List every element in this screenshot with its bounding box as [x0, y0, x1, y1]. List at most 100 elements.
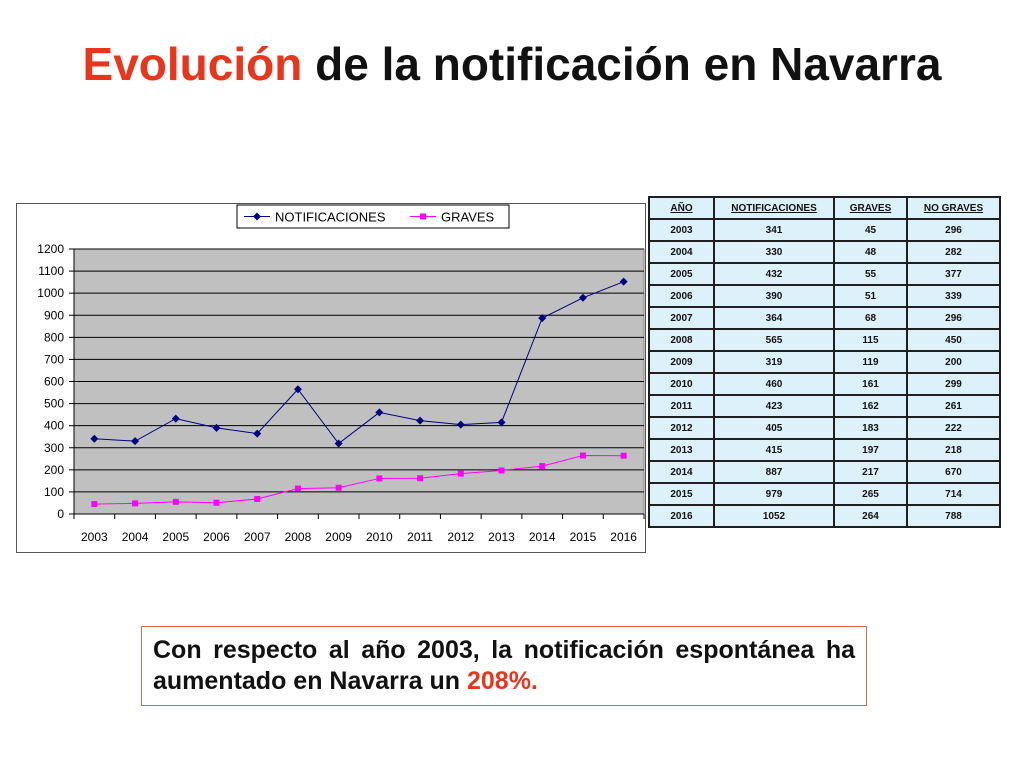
data-table: AÑO NOTIFICACIONES GRAVES NO GRAVES 2003…: [648, 196, 1001, 528]
data-point: [132, 500, 139, 507]
table-cell: 222: [908, 418, 999, 438]
note-value: 208%.: [466, 667, 538, 695]
table-cell: 364: [715, 308, 833, 328]
table-cell: 670: [908, 462, 999, 482]
data-point: [335, 484, 342, 491]
table-row: 2015 979 265 714: [650, 484, 999, 504]
data-point: [497, 418, 506, 427]
y-tick-label: 1200: [37, 242, 64, 256]
table-row: 2016 1052 264 788: [650, 506, 999, 526]
table-cell: 887: [715, 462, 833, 482]
data-point: [456, 420, 465, 429]
y-tick-label: 0: [57, 507, 64, 521]
table-cell: 2015: [650, 484, 713, 504]
table-cell: 2006: [650, 286, 713, 306]
data-point: [539, 463, 546, 470]
table-cell: 68: [835, 308, 906, 328]
legend: [236, 204, 510, 229]
data-point: [578, 293, 587, 302]
data-point: [213, 499, 220, 506]
y-tick-label: 500: [44, 397, 64, 411]
legend-marker: [253, 212, 261, 221]
x-tick-label: 2003: [81, 530, 108, 544]
note-text: Con respecto al año 2003, la notificació…: [153, 636, 855, 695]
table-row: 2005 432 55 377: [650, 264, 999, 284]
header-graves: GRAVES: [835, 198, 906, 218]
table-row: 2013 415 197 218: [650, 440, 999, 460]
series-line-graves: [94, 454, 624, 505]
table-row: 2006 390 51 339: [650, 286, 999, 306]
table-cell: 51: [835, 286, 906, 306]
y-tick-label: 900: [44, 308, 64, 322]
data-point: [90, 434, 99, 443]
table-cell: 405: [715, 418, 833, 438]
table-cell: 2014: [650, 462, 713, 482]
table-cell: 341: [715, 220, 833, 240]
data-point: [294, 485, 301, 492]
x-tick-label: 2015: [570, 530, 597, 544]
table-cell: 282: [908, 242, 999, 262]
table-cell: 432: [715, 264, 833, 284]
line-chart: 0 100 200 300 400 500 600 700 800 900 1000 1100 1200…: [16, 203, 646, 553]
table-row: 2010 460 161 299: [650, 374, 999, 394]
table-cell: 2013: [650, 440, 713, 460]
data-point: [538, 314, 547, 323]
x-tick-label: 2005: [162, 530, 189, 544]
table-cell: 979: [715, 484, 833, 504]
table-cell: 330: [715, 242, 833, 262]
table-cell: 115: [835, 330, 906, 350]
table-cell: 565: [715, 330, 833, 350]
data-point: [619, 277, 628, 286]
data-point: [620, 452, 627, 459]
x-tick-label: 2014: [529, 530, 556, 544]
table-cell: 162: [835, 396, 906, 416]
table-cell: 296: [908, 220, 999, 240]
table-cell: 2012: [650, 418, 713, 438]
data-point: [457, 470, 464, 477]
table-cell: 2007: [650, 308, 713, 328]
y-tick-label: 100: [44, 485, 64, 499]
table-cell: 1052: [715, 506, 833, 526]
summary-note: Con respecto al año 2003, la notificació…: [141, 626, 867, 706]
y-tick-label: 300: [44, 441, 64, 455]
table-cell: 55: [835, 264, 906, 284]
data-point: [417, 475, 424, 482]
table-cell: 423: [715, 396, 833, 416]
table-row: 2009 319 119 200: [650, 352, 999, 372]
data-point: [171, 414, 180, 423]
data-point: [334, 439, 343, 448]
y-tick-label: 200: [44, 463, 64, 477]
chart-canvas: 0 100 200 300 400 500 600 700 800 900 1000 1100 1200…: [37, 204, 645, 544]
table-cell: 119: [835, 352, 906, 372]
table-cell: 2011: [650, 396, 713, 416]
data-point: [375, 408, 384, 417]
table-cell: 265: [835, 484, 906, 504]
table-cell: 390: [715, 286, 833, 306]
table-cell: 261: [908, 396, 999, 416]
y-tick-label: 800: [44, 330, 64, 344]
x-tick-label: 2013: [488, 530, 515, 544]
x-tick-label: 2006: [203, 530, 230, 544]
table-cell: 200: [908, 352, 999, 372]
data-point: [212, 423, 221, 432]
x-tick-label: 2016: [610, 530, 637, 544]
table-cell: 415: [715, 440, 833, 460]
table-cell: 339: [908, 286, 999, 306]
x-tick-label: 2009: [325, 530, 352, 544]
header-notificaciones: NOTIFICACIONES: [715, 198, 833, 218]
data-point: [376, 475, 383, 482]
table-cell: 197: [835, 440, 906, 460]
data-point: [254, 495, 261, 502]
data-point: [91, 501, 98, 508]
x-tick-label: 2007: [244, 530, 271, 544]
y-tick-label: 400: [44, 419, 64, 433]
legend-label: GRAVES: [441, 210, 495, 225]
table-cell: 264: [835, 506, 906, 526]
legend-marker: [420, 213, 426, 220]
table-cell: 319: [715, 352, 833, 372]
data-point: [293, 385, 302, 394]
data-point: [253, 429, 262, 438]
data-point: [172, 498, 179, 505]
legend-label: NOTIFICACIONES: [275, 210, 386, 225]
table-cell: 161: [835, 374, 906, 394]
